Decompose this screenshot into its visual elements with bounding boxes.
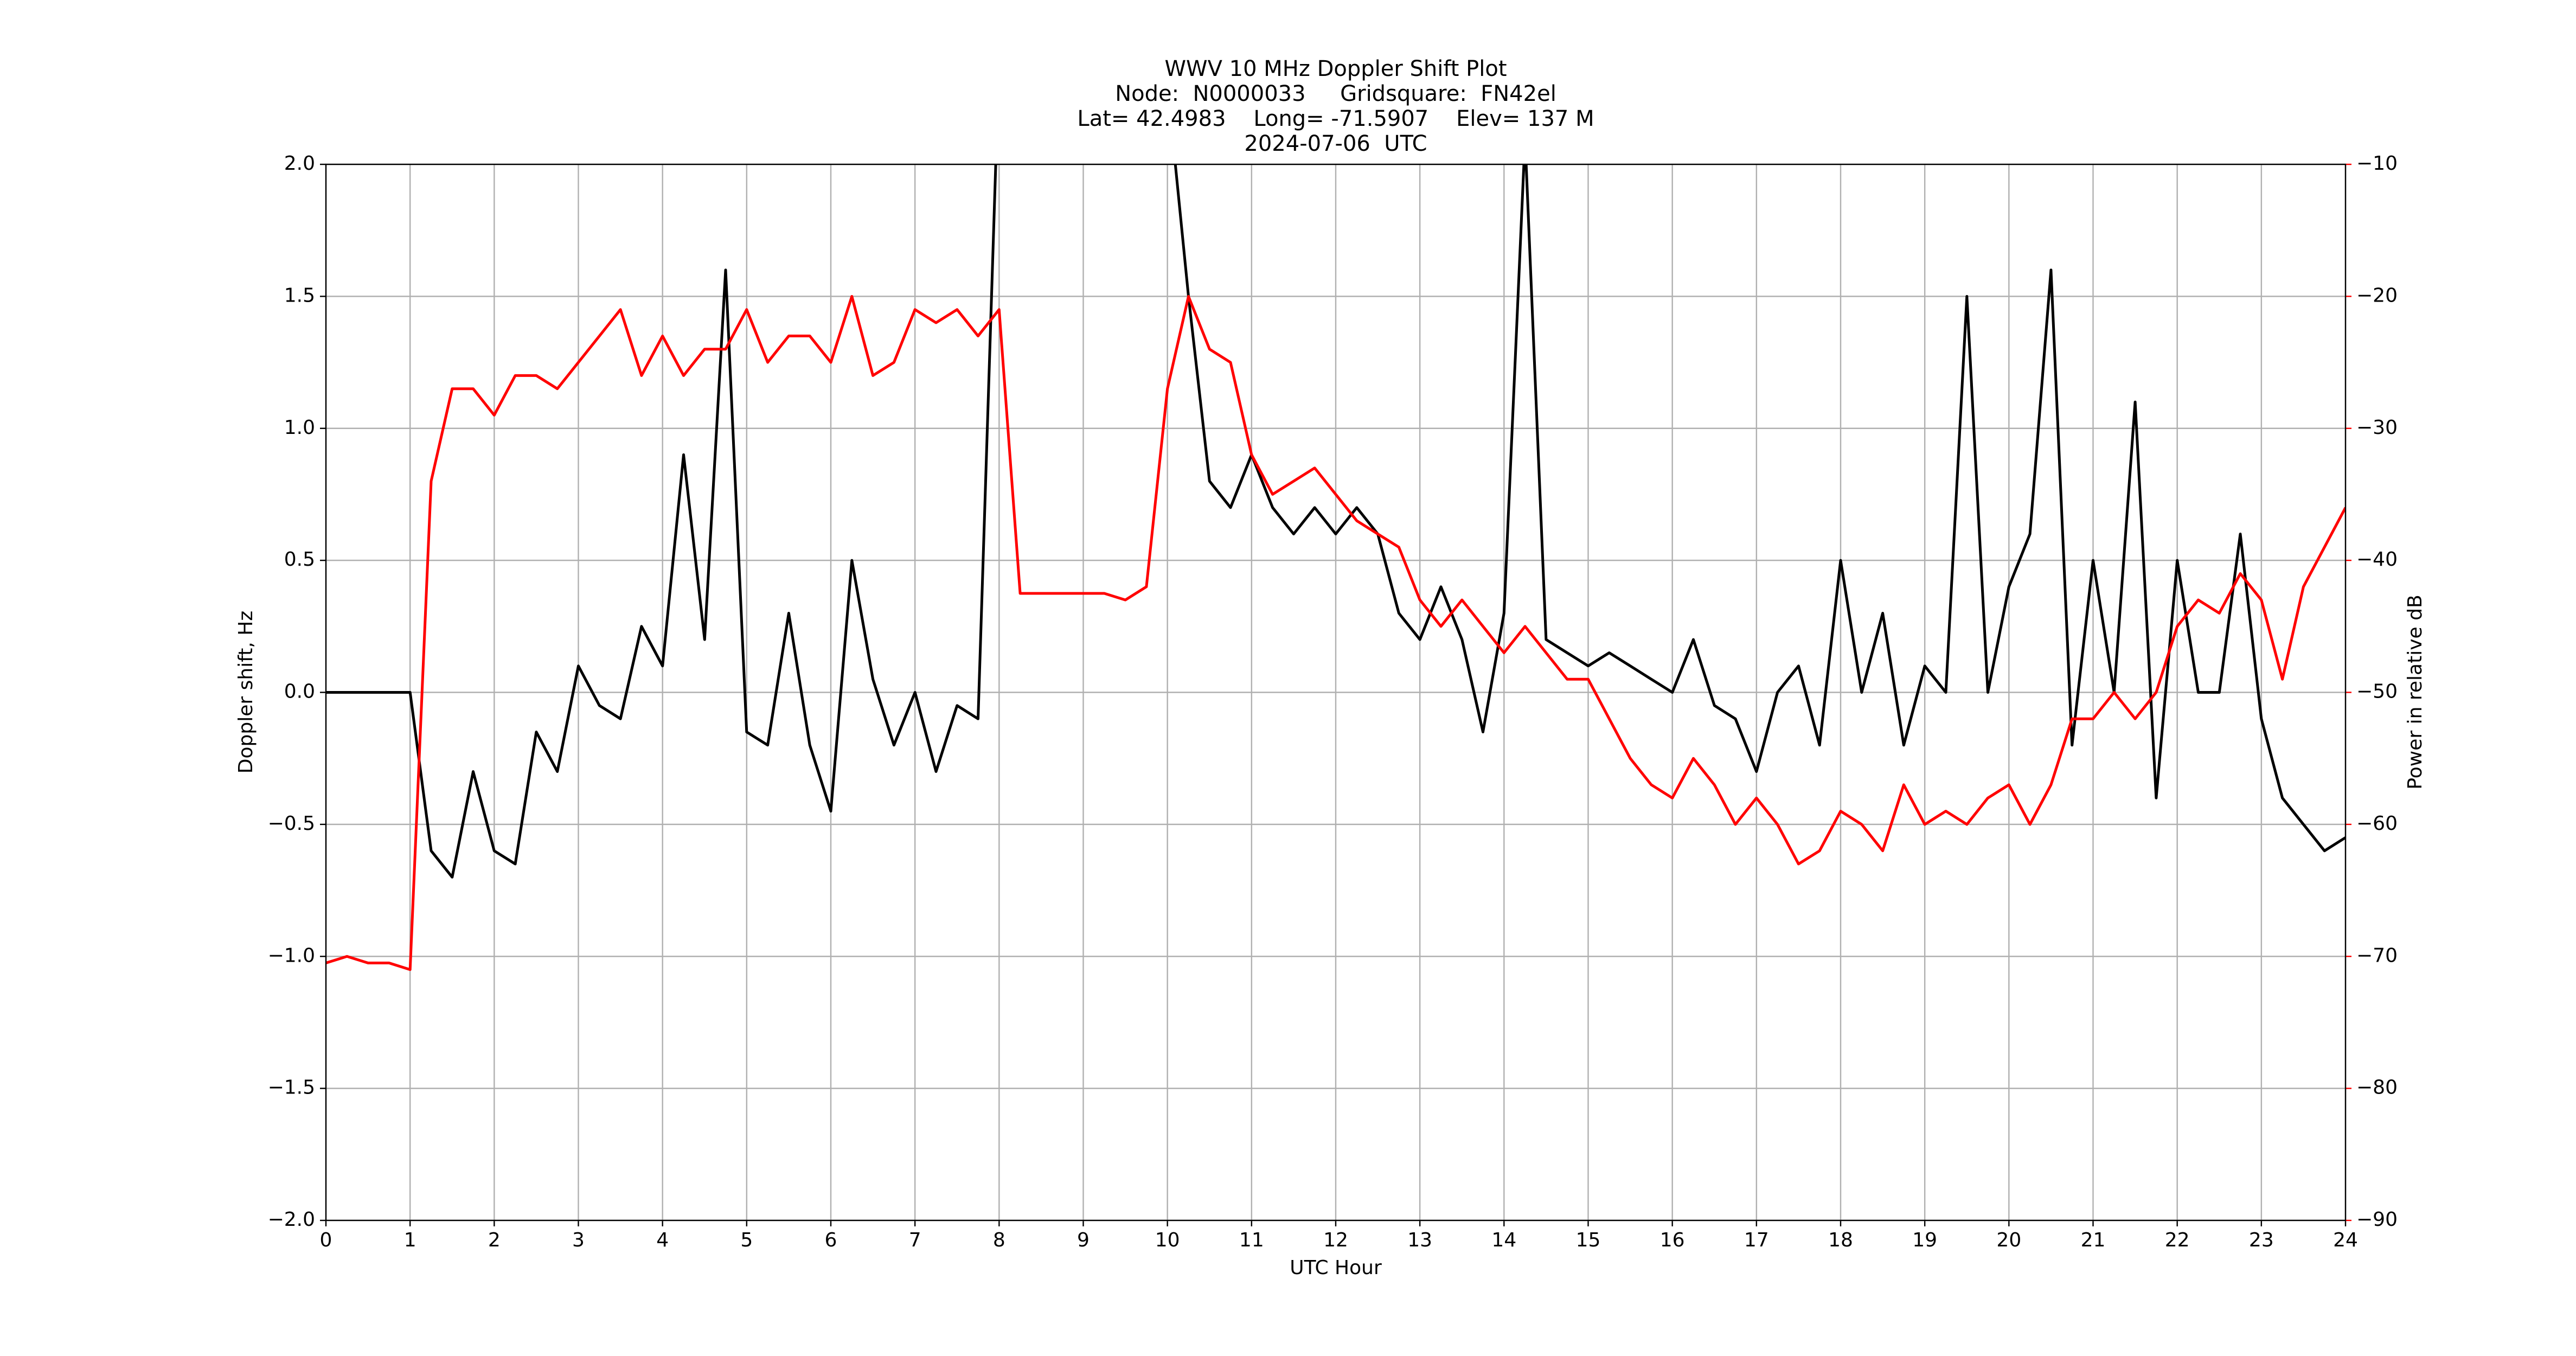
y-tick-label: 0.0 <box>284 681 315 703</box>
x-tick-label: 21 <box>2081 1229 2106 1251</box>
chart-subtitle: 2024-07-06 UTC <box>1244 131 1427 156</box>
x-tick-label: 12 <box>1323 1229 1348 1251</box>
y2-axis-label: Power in relative dB <box>2404 594 2426 789</box>
plot-frame <box>325 163 2347 1221</box>
y-tick-label: 1.5 <box>284 284 315 306</box>
y-tick-label: 0.5 <box>284 548 315 571</box>
y-tick-label: −0.5 <box>268 813 315 835</box>
y2-tick-label: −30 <box>2356 417 2398 439</box>
x-tick-label: 6 <box>825 1229 837 1251</box>
x-tick-label: 23 <box>2249 1229 2274 1251</box>
x-tick-label: 24 <box>2333 1229 2358 1251</box>
x-tick-label: 1 <box>404 1229 416 1251</box>
x-tick-label: 18 <box>1828 1229 1853 1251</box>
y-tick-label: −2.0 <box>268 1208 315 1231</box>
x-tick-label: 16 <box>1660 1229 1685 1251</box>
x-tick-label: 15 <box>1576 1229 1601 1251</box>
x-tick-label: 4 <box>656 1229 669 1251</box>
y-tick-label: 1.0 <box>284 417 315 439</box>
x-tick-label: 8 <box>993 1229 1005 1251</box>
x-tick-label: 11 <box>1239 1229 1264 1251</box>
y2-tick-label: −40 <box>2356 548 2398 571</box>
x-tick-label: 7 <box>909 1229 921 1251</box>
x-tick-label: 20 <box>1996 1229 2021 1251</box>
x-tick-label: 13 <box>1407 1229 1432 1251</box>
y2-tick-label: −50 <box>2356 681 2398 703</box>
y-tick-label: 2.0 <box>284 152 315 175</box>
y2-tick-label: −70 <box>2356 944 2398 967</box>
y2-tick-label: −60 <box>2356 813 2398 835</box>
x-tick-label: 3 <box>572 1229 585 1251</box>
y-tick-label: −1.5 <box>268 1077 315 1099</box>
y-tick-label: −1.0 <box>268 944 315 967</box>
y2-tick-label: −80 <box>2356 1077 2398 1099</box>
data-line <box>326 164 2346 879</box>
chart-subtitle: Lat= 42.4983 Long= -71.5907 Elev= 137 M <box>1077 106 1594 131</box>
x-tick-label: 2 <box>488 1229 501 1251</box>
x-tick-label: 17 <box>1744 1229 1769 1251</box>
x-tick-label: 22 <box>2165 1229 2190 1251</box>
x-tick-label: 14 <box>1491 1229 1516 1251</box>
chart-title: WWV 10 MHz Doppler Shift Plot <box>1164 56 1507 81</box>
data-line <box>326 295 2346 971</box>
y2-tick-label: −20 <box>2356 284 2398 306</box>
x-tick-label: 5 <box>740 1229 753 1251</box>
y2-tick-label: −10 <box>2356 152 2398 175</box>
y-axis-label: Doppler shift, Hz <box>235 611 257 773</box>
x-tick-label: 10 <box>1155 1229 1180 1251</box>
x-tick-label: 19 <box>1912 1229 1937 1251</box>
y2-tick-label: −90 <box>2356 1208 2398 1231</box>
x-tick-label: 9 <box>1077 1229 1090 1251</box>
x-axis-label: UTC Hour <box>1290 1257 1382 1279</box>
chart-subtitle: Node: N0000033 Gridsquare: FN42el <box>1115 81 1556 106</box>
x-tick-label: 0 <box>320 1229 332 1251</box>
